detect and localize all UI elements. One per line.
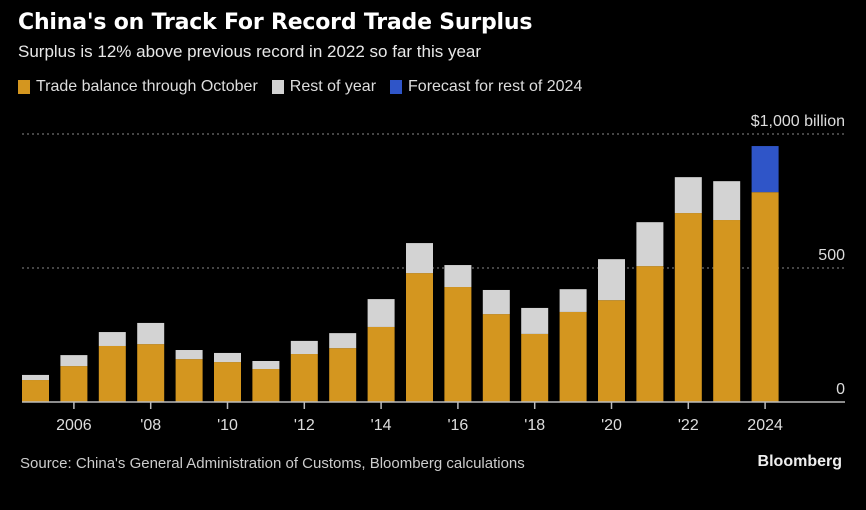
bar-rest-of-year-2023 (713, 181, 741, 221)
bar-rest-of-year-2005 (22, 374, 49, 381)
bar-rest-of-year-2014 (367, 299, 395, 327)
bar-through-october-2017 (482, 314, 510, 402)
y-tick-label: $1,000 billion (751, 113, 845, 130)
x-tick-label: '12 (294, 417, 315, 434)
bar-rest-of-year-2016 (444, 265, 472, 288)
bar-through-october-2011 (252, 369, 280, 402)
bar-rest-of-year-2019 (559, 289, 587, 312)
bar-through-october-2010 (214, 362, 241, 402)
bar-through-october-2024 (751, 192, 779, 402)
bar-rest-of-year-2013 (329, 333, 357, 349)
bar-rest-of-year-2008 (137, 322, 165, 345)
x-tick-label: 2006 (56, 417, 92, 434)
x-tick-label: 2024 (747, 417, 783, 434)
bar-through-october-2019 (559, 311, 587, 402)
x-tick-label: '16 (447, 417, 468, 434)
bar-through-october-2014 (367, 326, 395, 402)
bar-rest-of-year-2021 (636, 222, 664, 267)
bloomberg-logo: Bloomberg (757, 453, 842, 470)
bar-through-october-2007 (98, 345, 126, 402)
bar-through-october-2015 (406, 273, 433, 402)
bar-rest-of-year-2011 (252, 360, 280, 370)
chart-subtitle: Surplus is 12% above previous record in … (18, 42, 482, 61)
bar-through-october-2016 (444, 287, 472, 402)
legend-label: Forecast for rest of 2024 (408, 78, 583, 95)
bar-through-october-2020 (598, 300, 625, 402)
bar-rest-of-year-2015 (406, 243, 433, 274)
y-tick-label: 500 (818, 247, 845, 264)
bar-rest-of-year-2012 (290, 340, 318, 355)
chart-title: China's on Track For Record Trade Surplu… (18, 10, 533, 35)
x-tick-label: '08 (140, 417, 161, 434)
bar-rest-of-year-2018 (521, 307, 549, 334)
bar-rest-of-year-2006 (60, 355, 88, 367)
bar-rest-of-year-2017 (482, 289, 510, 315)
bar-through-october-2009 (175, 359, 203, 402)
bar-through-october-2008 (137, 344, 165, 402)
legend-item-forecast: Forecast for rest of 2024 (390, 78, 582, 96)
bar-through-october-2021 (636, 266, 664, 402)
legend-item-through-october: Trade balance through October (18, 78, 258, 96)
x-tick-label: '22 (678, 417, 699, 434)
bar-through-october-2023 (713, 220, 741, 402)
legend-item-rest-of-year: Rest of year (271, 78, 377, 96)
legend-swatch-orange (18, 80, 30, 94)
legend: Trade balance through October Rest of ye… (18, 78, 582, 96)
bar-rest-of-year-2020 (598, 259, 625, 301)
x-tick-label: '20 (601, 417, 622, 434)
bar-through-october-2018 (521, 333, 549, 402)
legend-label: Rest of year (289, 78, 377, 95)
bar-through-october-2013 (329, 348, 357, 402)
bar-rest-of-year-2022 (674, 177, 702, 214)
legend-label: Trade balance through October (36, 78, 258, 95)
bar-rest-of-year-2007 (98, 332, 126, 346)
bar-through-october-2022 (674, 213, 702, 402)
legend-swatch-blue (390, 80, 403, 94)
bar-forecast-2024 (751, 146, 779, 193)
y-tick-label: 0 (836, 381, 845, 398)
source-note: Source: China's General Administration o… (20, 455, 525, 472)
bar-through-october-2005 (22, 380, 49, 402)
bar-rest-of-year-2010 (214, 352, 241, 363)
x-tick-label: '18 (524, 417, 545, 434)
bar-through-october-2012 (290, 354, 318, 402)
x-tick-label: '14 (371, 417, 392, 434)
legend-swatch-gray (271, 80, 284, 94)
bar-rest-of-year-2009 (175, 350, 203, 360)
x-tick-label: '10 (217, 417, 238, 434)
bar-through-october-2006 (60, 366, 88, 402)
